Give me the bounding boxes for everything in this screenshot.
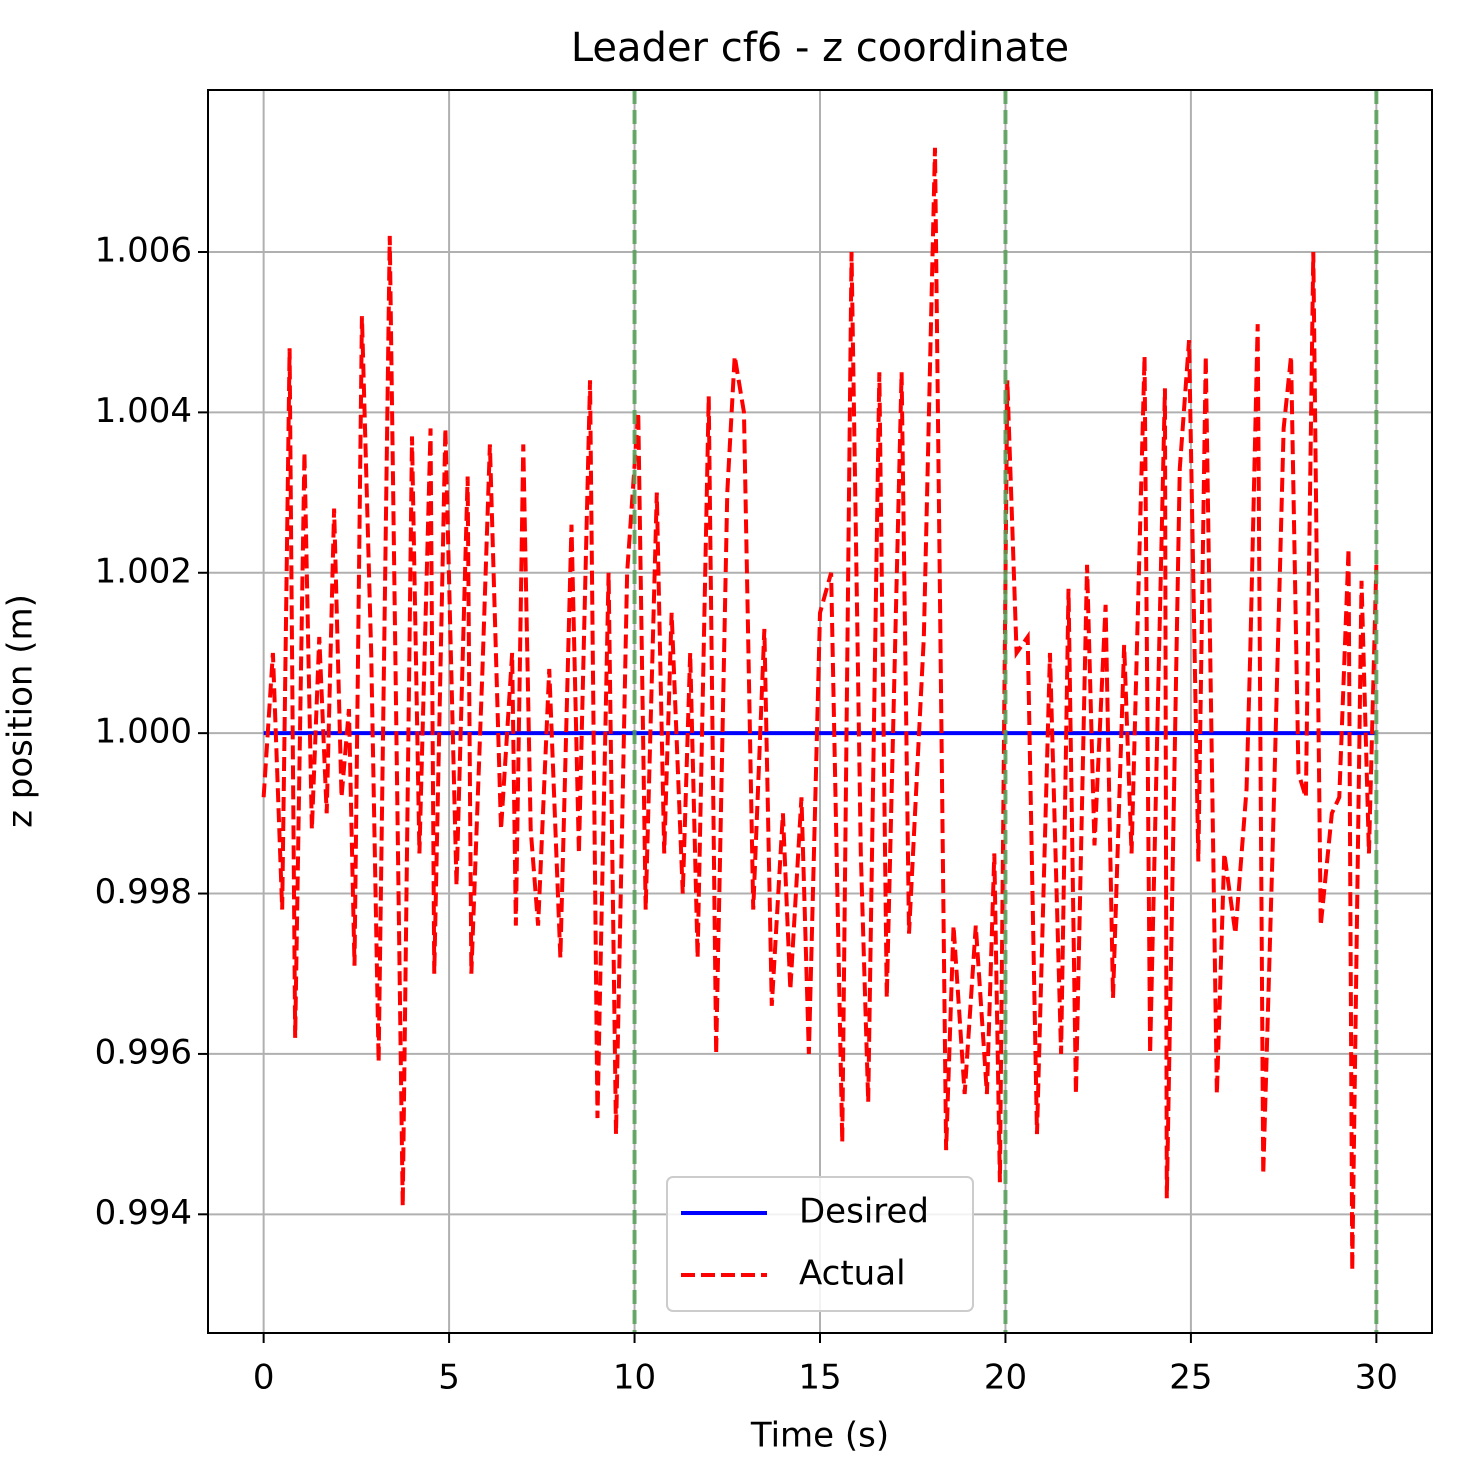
legend-label: Actual (799, 1254, 906, 1294)
y-tick-label: 0.996 (95, 1032, 192, 1072)
chart-title: Leader cf6 - z coordinate (571, 25, 1069, 71)
y-tick-label: 0.994 (95, 1193, 192, 1233)
x-tick-label: 25 (1169, 1358, 1212, 1398)
line-series (261, 147, 1379, 1271)
y-axis-label: z position (m) (1, 594, 41, 828)
legend-box (666, 1176, 974, 1312)
x-axis-label: Time (s) (750, 1416, 889, 1456)
x-tick-label: 10 (613, 1358, 656, 1398)
y-tick-label: 1.004 (95, 391, 192, 431)
y-tick-label: 1.006 (95, 230, 192, 270)
plot-frame (207, 89, 1433, 1334)
x-tick-label: 0 (253, 1358, 275, 1398)
y-tick-label: 0.998 (95, 872, 192, 912)
x-tick-label: 15 (798, 1358, 841, 1398)
x-tick-label: 20 (984, 1358, 1027, 1398)
legend-label: Desired (799, 1192, 929, 1232)
x-tick-label: 30 (1355, 1358, 1398, 1398)
y-tick-label: 1.002 (95, 551, 192, 591)
x-tick-label: 5 (438, 1358, 460, 1398)
y-tick-label: 1.000 (95, 712, 192, 752)
